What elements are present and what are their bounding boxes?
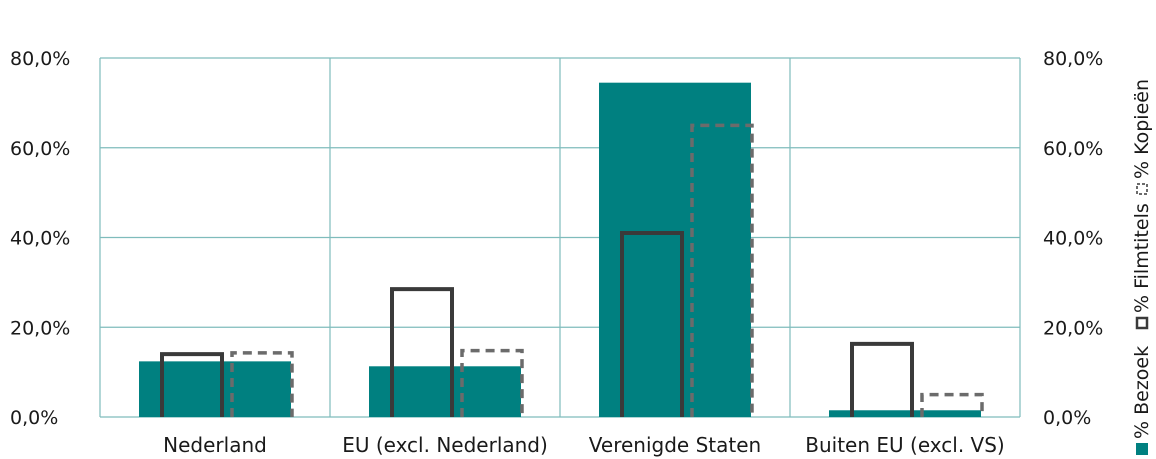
y-tick-label-right: 0,0% bbox=[1043, 407, 1091, 429]
x-category-label: Verenigde Staten bbox=[589, 433, 761, 457]
y-tick-label-right: 20,0% bbox=[1043, 317, 1103, 339]
bars: Nederland EU (excl. Nederland) Verenigde S… bbox=[139, 82, 1005, 457]
y-tick-label-right: 60,0% bbox=[1043, 138, 1103, 160]
bar-kopieen bbox=[690, 123, 754, 417]
bar-kopieen bbox=[460, 348, 524, 417]
legend-swatch-outline bbox=[1135, 316, 1149, 330]
bar-bezoek bbox=[599, 82, 751, 418]
x-category-label: Buiten EU (excl. VS) bbox=[805, 433, 1004, 457]
y-tick-label-right: 40,0% bbox=[1043, 228, 1103, 250]
legend-label: % Filmtitels bbox=[1131, 203, 1153, 313]
bar-filmtitels bbox=[160, 352, 224, 417]
y-tick-label-left: 80,0% bbox=[10, 48, 70, 70]
legend-swatch-dashed bbox=[1136, 183, 1148, 195]
bar-bezoek bbox=[829, 410, 981, 417]
x-category-label: Nederland bbox=[163, 433, 267, 457]
legend-swatch-filled bbox=[1136, 443, 1148, 455]
y-tick-label-left: 40,0% bbox=[10, 228, 70, 250]
x-category-label: EU (excl. Nederland) bbox=[342, 433, 548, 457]
y-axis-ticks: 0,0% 0,0% 20,0% 20,0% 40,0% 40,0% 60,0% 60,0% 80… bbox=[10, 48, 1103, 429]
bar-filmtitels bbox=[620, 231, 684, 417]
bar-kopieen bbox=[920, 392, 984, 417]
y-tick-label-right: 80,0% bbox=[1043, 48, 1103, 70]
legend-label: % Bezoek bbox=[1131, 346, 1153, 439]
bar-bezoek bbox=[369, 366, 521, 417]
bar-filmtitels bbox=[390, 287, 454, 417]
y-tick-label-left: 60,0% bbox=[10, 138, 70, 160]
legend-item: % Kopieën bbox=[1131, 79, 1153, 195]
bar-kopieen bbox=[230, 351, 294, 417]
legend-item: % Filmtitels bbox=[1131, 203, 1153, 330]
legend-label: % Kopieën bbox=[1131, 79, 1153, 179]
legend: % Bezoek % Filmtitels % Kopieën bbox=[1131, 79, 1153, 455]
y-tick-label-left: 20,0% bbox=[10, 317, 70, 339]
bar-bezoek bbox=[139, 361, 291, 417]
legend-item: % Bezoek bbox=[1131, 346, 1153, 455]
bar-filmtitels bbox=[850, 341, 914, 417]
y-tick-label-left: 0,0% bbox=[10, 407, 58, 429]
